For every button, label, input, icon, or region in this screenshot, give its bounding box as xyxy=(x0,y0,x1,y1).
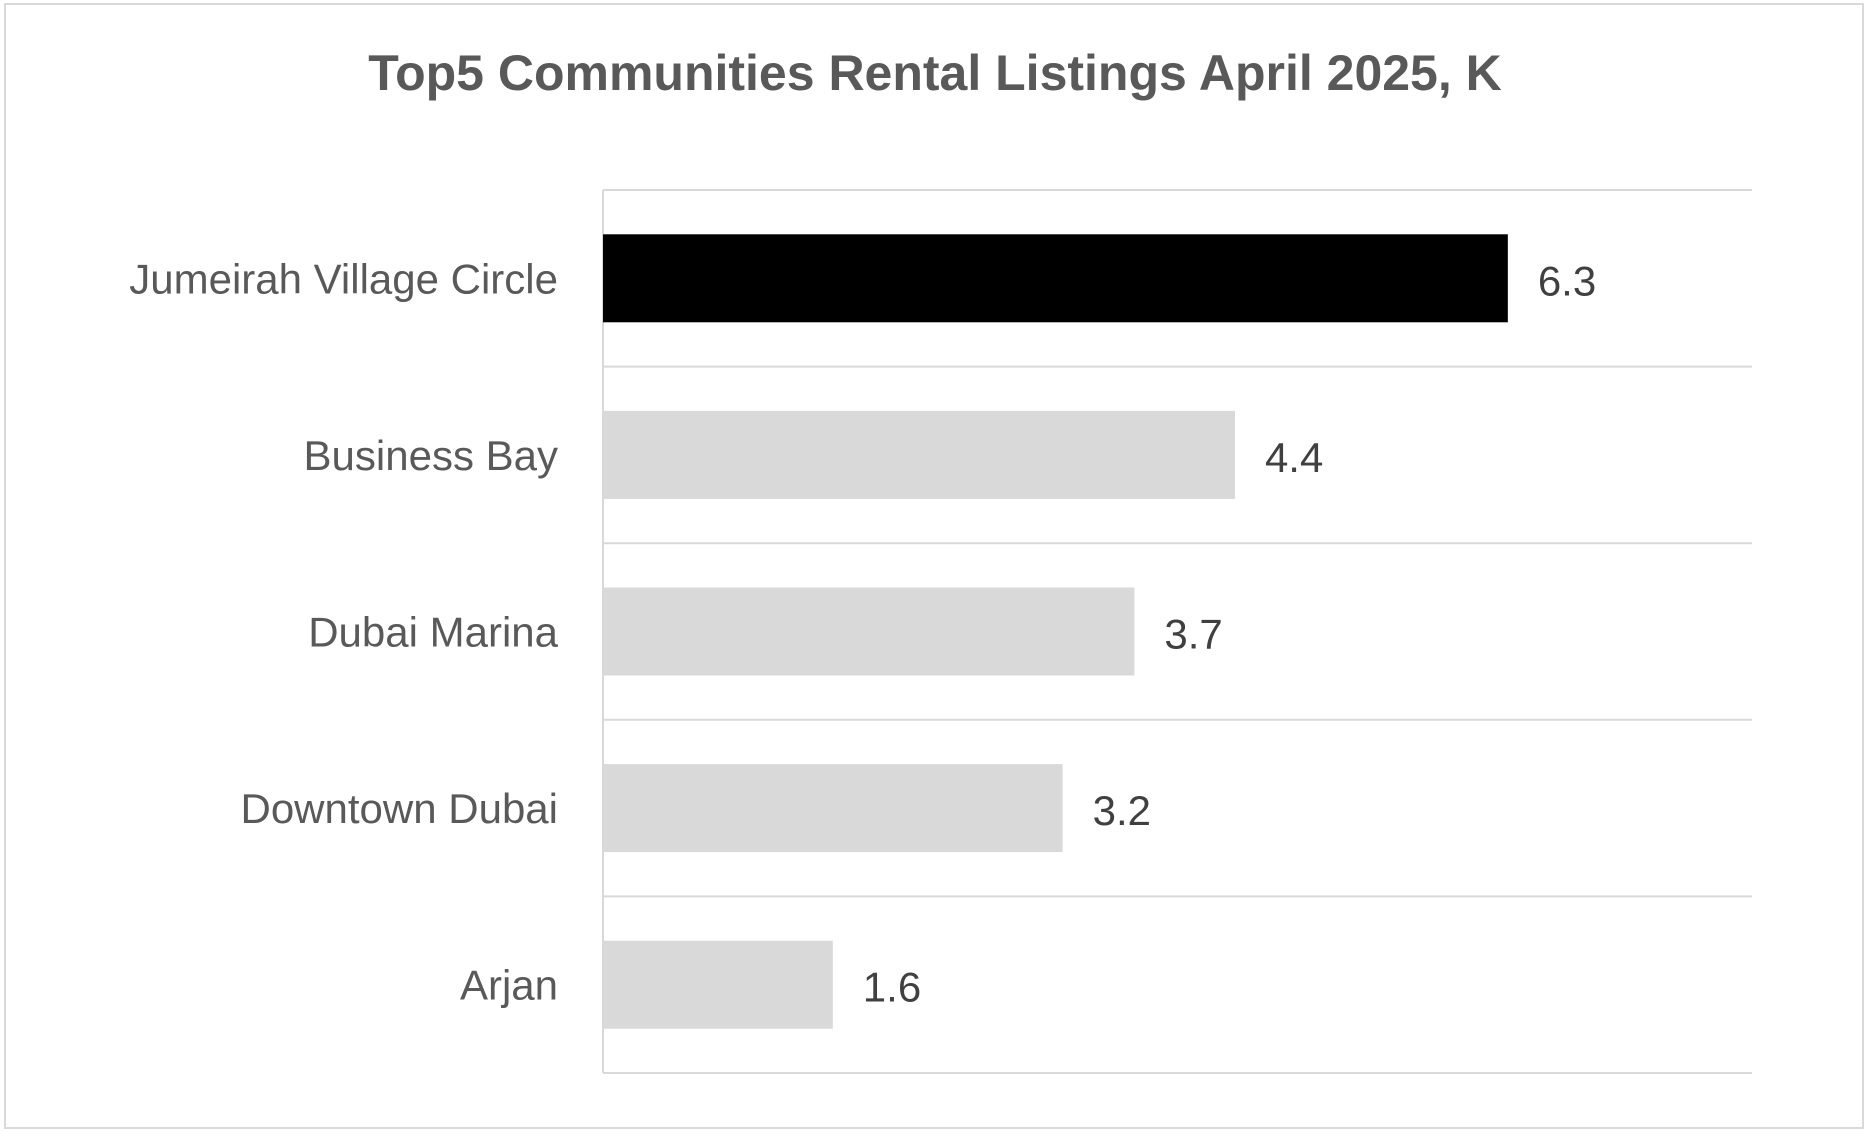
bars xyxy=(603,234,1508,1029)
data-label: 6.3 xyxy=(1538,257,1596,304)
category-label: Downtown Dubai xyxy=(240,785,558,832)
category-labels: Jumeirah Village Circle Business Bay Dubai… xyxy=(129,255,558,1008)
bar xyxy=(603,764,1063,853)
category-label: Business Bay xyxy=(304,432,558,479)
bar xyxy=(603,234,1508,323)
data-label: 3.2 xyxy=(1093,787,1151,834)
gridlines xyxy=(602,189,1752,1074)
data-label: 4.4 xyxy=(1265,434,1323,481)
category-label: Jumeirah Village Circle xyxy=(129,255,558,302)
data-label: 1.6 xyxy=(863,964,921,1011)
category-label: Arjan xyxy=(460,962,558,1009)
chart-title: Top5 Communities Rental Listings April 2… xyxy=(368,45,1502,101)
data-labels: 6.3 4.4 3.7 3.2 1.6 xyxy=(863,257,1596,1010)
bar xyxy=(603,587,1135,676)
category-label: Dubai Marina xyxy=(308,609,558,656)
bar xyxy=(603,410,1235,499)
data-label: 3.7 xyxy=(1164,611,1222,658)
bar xyxy=(603,940,833,1029)
